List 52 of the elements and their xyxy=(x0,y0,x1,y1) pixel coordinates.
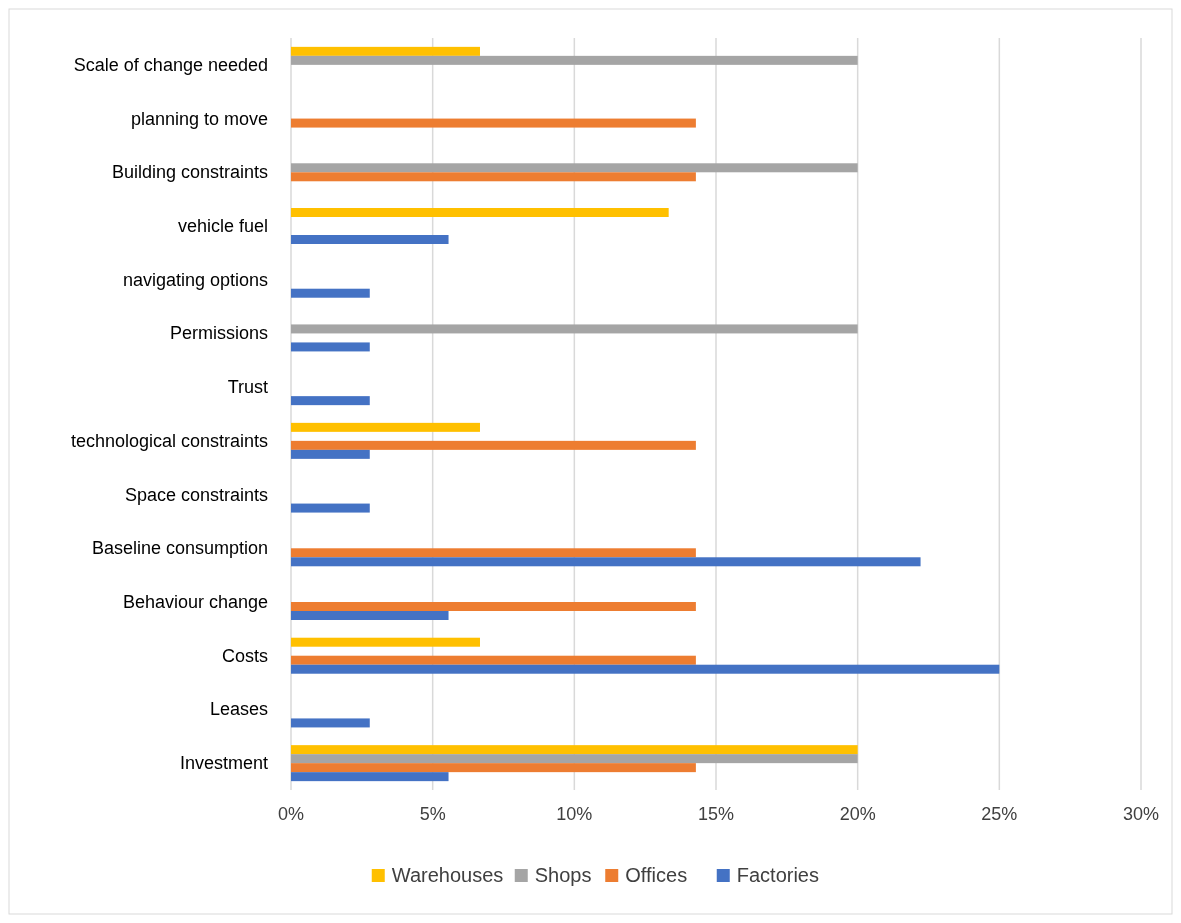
bar xyxy=(291,396,370,406)
y-tick-label: technological constraints xyxy=(70,430,268,451)
y-tick-label: Costs xyxy=(221,645,268,666)
x-tick-label: 25% xyxy=(981,804,1018,824)
legend-label: Offices xyxy=(625,864,688,886)
y-tick-label: Trust xyxy=(227,377,268,398)
bar xyxy=(291,55,858,65)
y-tick-label: planning to move xyxy=(130,108,268,129)
y-tick-label: Space constraints xyxy=(124,484,268,505)
bar xyxy=(291,163,858,173)
y-tick-label: Leases xyxy=(209,699,268,720)
x-tick-label: 0% xyxy=(277,804,305,824)
bar xyxy=(291,754,858,764)
y-tick-label: Permissions xyxy=(169,323,268,344)
bar xyxy=(291,745,858,755)
bar xyxy=(291,449,370,459)
bar xyxy=(291,235,449,244)
bar xyxy=(291,718,370,728)
x-tick-label: 20% xyxy=(839,804,876,824)
bar xyxy=(291,637,480,647)
bar xyxy=(291,503,370,513)
y-tick-label: Scale of change needed xyxy=(73,54,268,75)
bar xyxy=(291,440,696,450)
y-tick-label: Behaviour change xyxy=(122,592,268,612)
bar xyxy=(291,655,696,665)
bar xyxy=(291,208,669,217)
bar xyxy=(291,118,696,128)
bar xyxy=(291,422,480,432)
x-tick-label: 30% xyxy=(1122,804,1160,824)
legend-label: Shops xyxy=(534,864,592,886)
y-tick-label: Investment xyxy=(179,753,268,774)
legend-label: Warehouses xyxy=(391,864,504,886)
legend-label: Factories xyxy=(736,864,819,886)
bar xyxy=(291,288,370,298)
y-tick-label: navigating options xyxy=(122,269,268,290)
bar xyxy=(291,664,1000,674)
bar xyxy=(291,602,696,611)
bar xyxy=(291,342,370,352)
bar xyxy=(291,557,921,567)
bar xyxy=(291,772,449,782)
x-tick-label: 10% xyxy=(556,804,593,824)
x-tick-label: 5% xyxy=(419,804,446,824)
bar xyxy=(291,172,696,182)
y-tick-label: vehicle fuel xyxy=(177,216,268,236)
bar xyxy=(291,611,449,620)
bar xyxy=(291,324,858,334)
bar xyxy=(291,46,480,56)
bar xyxy=(291,763,696,773)
bar xyxy=(291,548,696,558)
y-tick-label: Baseline consumption xyxy=(91,538,268,559)
y-tick-label: Building constraints xyxy=(111,162,268,183)
x-tick-label: 15% xyxy=(697,804,735,824)
